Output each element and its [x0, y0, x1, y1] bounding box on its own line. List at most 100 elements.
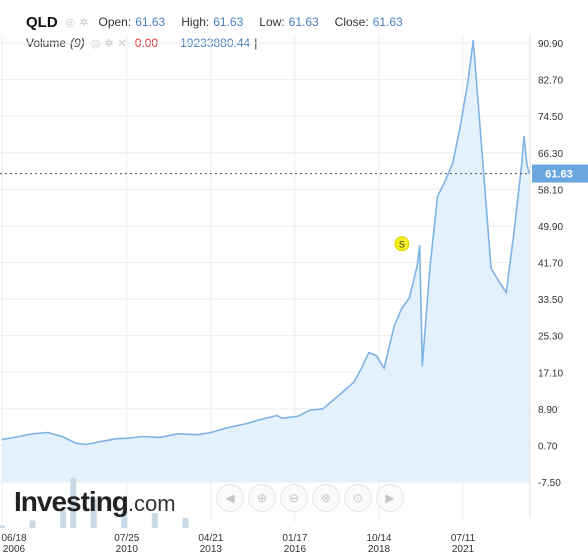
zoom-fit-button[interactable]: ⊙: [344, 484, 372, 512]
price-point: [16, 436, 18, 438]
price-point: [452, 162, 454, 164]
x-tick-label: 01/17: [282, 533, 307, 544]
price-point: [383, 367, 385, 369]
zoom-reset-button[interactable]: ⊗: [312, 484, 340, 512]
price-point: [100, 440, 102, 443]
price-point: [416, 265, 418, 267]
price-point: [261, 418, 263, 420]
price-point: [482, 169, 484, 171]
split-marker: [394, 236, 410, 252]
price-point: [276, 414, 278, 417]
gear-icon[interactable]: ✲: [79, 16, 89, 29]
y-tick-label: 41.70: [538, 259, 563, 270]
rewind-button[interactable]: ◀: [216, 484, 244, 512]
x-tick-label: 07/25: [114, 533, 139, 544]
price-point: [31, 433, 34, 435]
price-point: [116, 438, 118, 440]
y-tick-label: -7.50: [538, 478, 561, 489]
volume-bar: [121, 510, 128, 528]
price-point: [47, 431, 49, 434]
volume-bar: [0, 525, 5, 528]
price-point: [401, 307, 403, 309]
symbol-label: QLD: [26, 13, 58, 31]
logo-suffix: .com: [127, 491, 176, 516]
y-tick-label: 49.90: [538, 222, 563, 233]
price-point: [159, 436, 161, 438]
price-point: [210, 431, 212, 434]
zoom-out-icon: ⊖: [288, 491, 300, 505]
price-point: [429, 267, 431, 269]
zoom-out-button[interactable]: ⊖: [280, 484, 308, 512]
price-point: [296, 415, 299, 418]
last-price-tag: [532, 164, 588, 183]
x-tick-year: 2016: [284, 544, 307, 553]
zoom-reset-icon: ⊗: [320, 491, 332, 505]
price-point: [141, 435, 143, 438]
price-point: [352, 381, 355, 384]
x-tick-year: 2010: [116, 544, 139, 553]
y-tick-label: 58.10: [538, 185, 563, 196]
price-point: [436, 195, 439, 198]
volume-bar: [151, 513, 158, 528]
price-point: [337, 395, 339, 397]
price-point: [520, 164, 523, 166]
price-point: [475, 70, 477, 73]
x-tick-label: 04/21: [198, 533, 223, 544]
price-point: [225, 427, 227, 429]
investing-logo: Investing.com: [14, 486, 176, 518]
price-point: [472, 39, 474, 41]
y-tick-label: 8.90: [538, 405, 558, 416]
y-tick-label: 33.50: [538, 295, 563, 306]
eye-icon[interactable]: ◎: [65, 16, 76, 29]
y-tick-label: 90.90: [538, 39, 563, 50]
price-point: [444, 180, 446, 182]
zoom-in-button[interactable]: ⊕: [248, 484, 276, 512]
split-marker-label: S: [399, 239, 405, 249]
last-price-label: 61.63: [545, 169, 573, 181]
forward-button[interactable]: ▶: [376, 484, 404, 512]
price-point: [177, 433, 179, 435]
price-point: [1, 439, 3, 441]
price-point: [281, 417, 283, 419]
x-tick-label: 06/18: [1, 533, 26, 544]
price-point: [309, 409, 311, 411]
forward-icon: ▶: [385, 491, 395, 505]
x-tick-year: 2021: [452, 544, 475, 553]
zoom-fit-icon: ⊙: [352, 491, 364, 505]
price-point: [467, 79, 469, 82]
x-tick-label: 07/11: [451, 533, 476, 544]
price-area: [2, 40, 530, 483]
volume-bar: [29, 520, 36, 528]
price-point: [523, 135, 525, 137]
low-label: Low:: [259, 15, 285, 29]
close-label: Close:: [334, 15, 369, 29]
ohlc-header: QLD ◎ ✲ Open: 61.63 High: 61.63 Low: 61.…: [26, 12, 403, 32]
y-tick-label: 25.30: [538, 332, 563, 343]
open-label: Open:: [98, 15, 132, 29]
y-tick-label: 66.30: [538, 149, 563, 160]
x-tick-year: 2006: [3, 544, 26, 553]
x-tick-year: 2018: [368, 544, 391, 553]
volume-bar: [182, 518, 189, 528]
price-point: [498, 280, 500, 282]
price-point: [459, 124, 462, 126]
volume-bar: [90, 498, 97, 528]
price-point: [393, 325, 395, 327]
price-point: [360, 368, 362, 370]
rewind-icon: ◀: [225, 491, 235, 505]
price-point: [490, 267, 492, 269]
open-value: 61.63: [135, 15, 166, 29]
price-point: [419, 244, 421, 247]
x-tick-label: 10/14: [366, 533, 391, 544]
close-value: 61.63: [372, 15, 403, 29]
price-line: [1, 40, 530, 446]
price-point: [505, 291, 507, 293]
price-point: [375, 355, 378, 357]
volume-bar: [70, 478, 77, 528]
logo-main: Investing: [14, 486, 129, 517]
price-point: [62, 436, 64, 438]
zoom-in-icon: ⊕: [256, 491, 268, 505]
volume-bar: [60, 510, 67, 528]
price-point: [526, 162, 528, 164]
